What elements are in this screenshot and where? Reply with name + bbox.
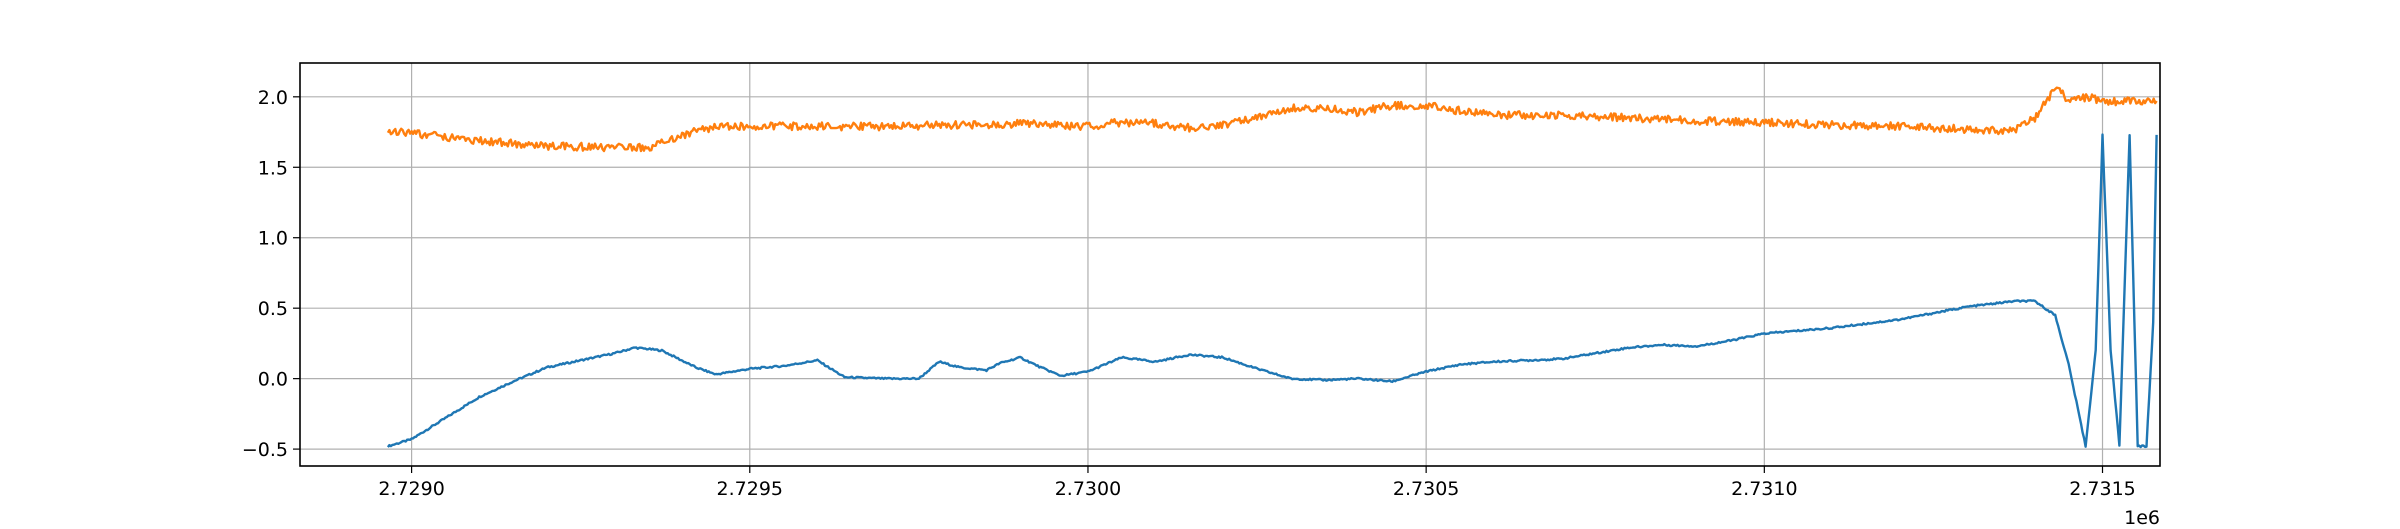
series-line-2 — [386, 86, 2158, 153]
y-tick-label: 2.0 — [258, 87, 288, 109]
series-line-1 — [386, 133, 2158, 449]
y-tick-label: 1.0 — [258, 228, 288, 250]
y-tick-label: 1.5 — [258, 157, 288, 179]
y-tick-label: 0.5 — [258, 298, 288, 320]
plot-frame — [299, 62, 2161, 467]
grid — [300, 63, 2160, 466]
y-tick-label: −0.5 — [242, 439, 288, 461]
x-tick-label: 2.7310 — [1731, 478, 1797, 500]
x-offset-label: 1e6 — [2124, 507, 2160, 525]
x-tick-label: 2.7290 — [378, 478, 444, 500]
series-layer — [386, 86, 2158, 449]
ticks: 2.7290 2.7295 2.7300 2.7305 2.7310 2.7315 −0.5… — [242, 87, 2136, 500]
x-tick-label: 2.7305 — [1393, 478, 1459, 500]
x-tick-label: 2.7315 — [2069, 478, 2135, 500]
x-tick-label: 2.7300 — [1055, 478, 1121, 500]
y-tick-label: 0.0 — [258, 369, 288, 391]
x-tick-label: 2.7295 — [717, 478, 783, 500]
